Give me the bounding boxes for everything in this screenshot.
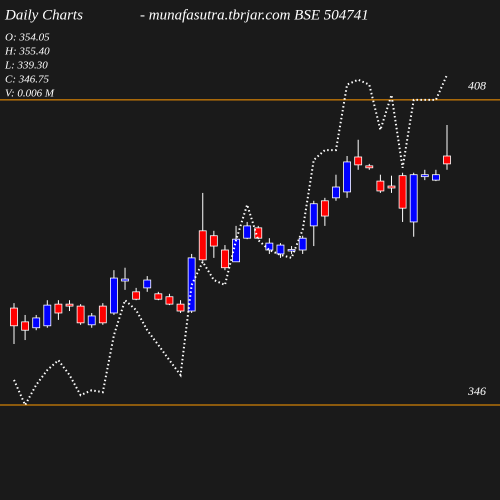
candle-body (332, 186, 340, 199)
ohlc-info: C: 346.75 (5, 74, 50, 86)
candle-body (254, 227, 263, 239)
candle-body (65, 303, 74, 307)
candle-body (98, 305, 107, 324)
chart-title: Daily Charts (4, 7, 83, 23)
ohlc-info: V: 0.006 M (5, 88, 55, 100)
candle-body (320, 200, 329, 217)
candle-body (209, 235, 218, 247)
candle-body (87, 315, 96, 326)
candle-body (154, 293, 163, 300)
candle-body (121, 278, 129, 282)
candle-body (221, 249, 229, 269)
candle-body (387, 185, 396, 189)
y-tick-label: 346 (467, 384, 486, 398)
candle-body (431, 174, 440, 181)
candle-body (143, 279, 152, 289)
candle-body (376, 180, 385, 192)
ohlc-info: L: 339.30 (4, 60, 48, 72)
candle-body (343, 161, 351, 193)
candle-body (409, 174, 418, 223)
ohlc-info: H: 355.40 (4, 46, 50, 58)
candle-body (309, 203, 318, 227)
trend-line (13, 74, 448, 408)
candle-body (287, 249, 296, 252)
candle-body (398, 175, 407, 209)
candle-body (165, 296, 174, 305)
candle-body (420, 174, 429, 178)
candle-body (443, 155, 451, 165)
candle-body (132, 291, 141, 300)
candle-body (232, 238, 240, 263)
chart-subtitle: - munafasutra.tbrjar.com BSE 504741 (140, 7, 369, 23)
y-tick-label: 408 (468, 79, 486, 93)
candle-body (243, 225, 252, 239)
candle-body (43, 304, 52, 327)
candle-body (198, 230, 207, 261)
candle-body (32, 317, 41, 329)
candle-body (110, 277, 118, 314)
candle-body (54, 303, 63, 314)
ohlc-info: O: 354.05 (5, 32, 50, 44)
candle-body (265, 242, 274, 251)
candle-body (76, 305, 85, 324)
candle-body (21, 321, 30, 331)
candle-body (365, 165, 374, 169)
candle-body (298, 237, 307, 251)
candle-body (176, 303, 185, 312)
candle-body (10, 307, 18, 327)
candle-body (354, 156, 363, 166)
candle-body (276, 244, 285, 255)
